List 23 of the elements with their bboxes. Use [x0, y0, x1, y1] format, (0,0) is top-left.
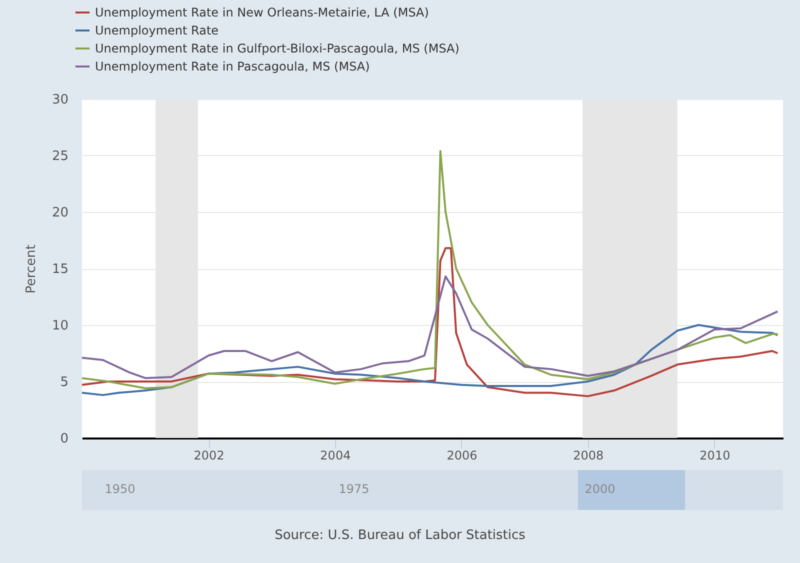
- x-tick-label: 2004: [320, 448, 351, 462]
- y-tick-label: 15: [52, 262, 68, 277]
- y-tick-label: 20: [52, 206, 68, 220]
- line-series: [81, 275, 779, 380]
- y-tick-label: 5: [60, 375, 68, 390]
- x-tick-label: 2010: [700, 448, 730, 462]
- x-tick-label: 2006: [446, 448, 478, 462]
- legend-label: Unemployment Rate in Gulfport-Biloxi-Pascagoula, MS (MSA): [95, 42, 460, 56]
- y-axis-title: Percent: [24, 244, 39, 294]
- legend-label: Unemployment Rate in Pascagoula, MS (MSA): [95, 60, 370, 74]
- timeline-navigator: 1950 1975 2000: [82, 470, 783, 510]
- legend-label: Unemployment Rate in New Orleans-Metairie, LA (MSA): [95, 6, 429, 20]
- legend-label: Unemployment Rate: [95, 24, 219, 38]
- line-series: [81, 150, 779, 390]
- line-series: [81, 247, 779, 398]
- y-tick-label: 10: [52, 318, 68, 334]
- y-tick-label: 30: [52, 92, 68, 108]
- y-tick-label: 25: [52, 149, 68, 164]
- y-tick-label: 0: [60, 432, 68, 446]
- line-series: [81, 324, 779, 396]
- x-tick-label: 2002: [194, 448, 224, 462]
- source-note: Source: U.S. Bureau of Labor Statistics: [274, 528, 526, 543]
- x-tick-label: 2008: [573, 448, 604, 462]
